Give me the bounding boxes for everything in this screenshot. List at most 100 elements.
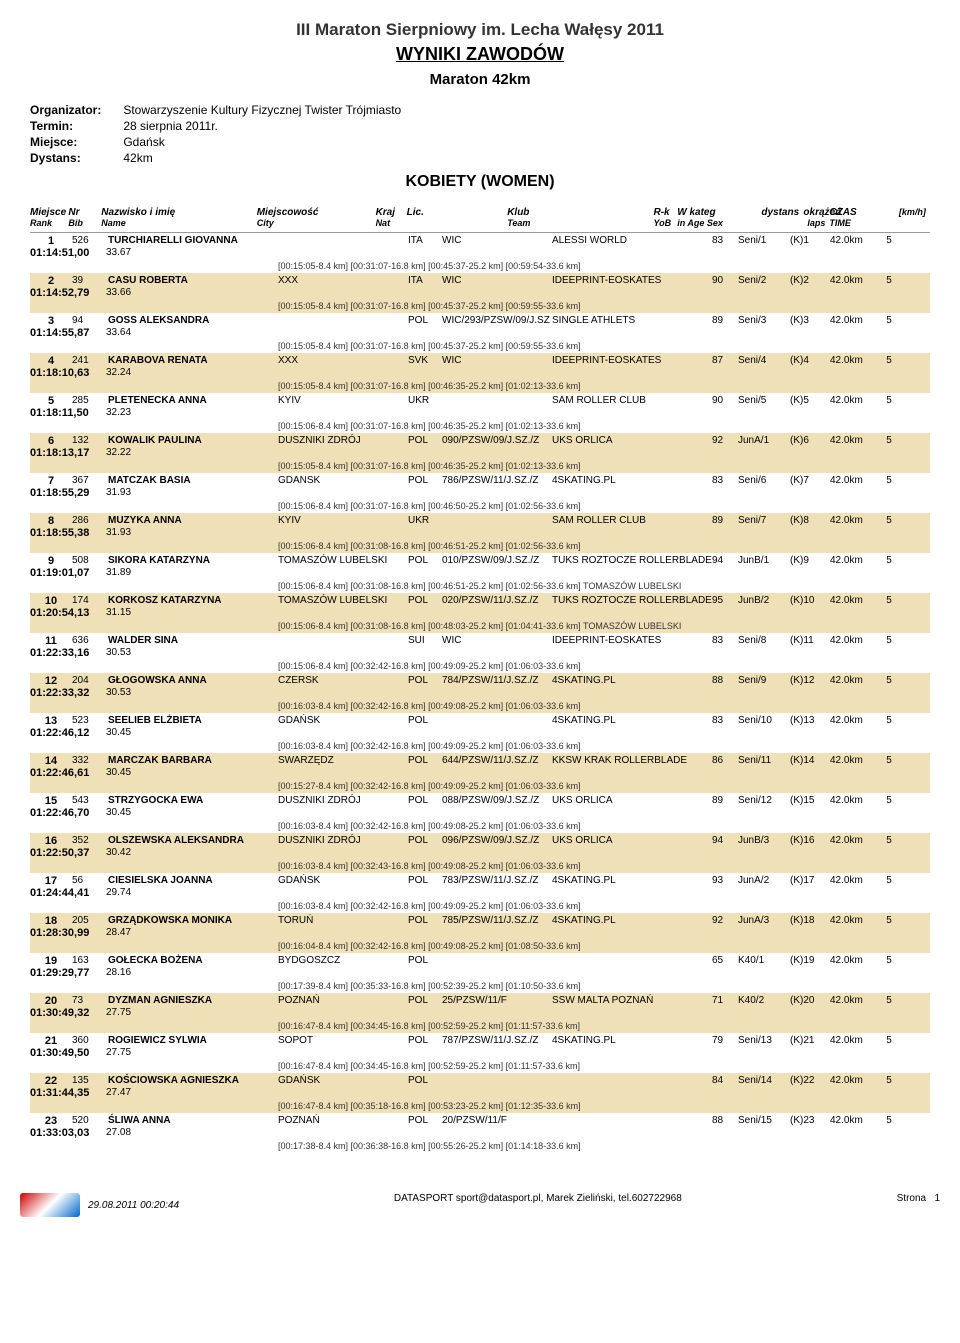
table-body: 1526TURCHIARELLI GIOVANNAITAWICALESSI WO… (30, 233, 930, 1153)
cell-lic (442, 955, 552, 967)
cell-time: 01:14:51,00 (30, 247, 106, 259)
section-title: KOBIETY (WOMEN) (30, 173, 930, 191)
cell-yob: 86 (712, 755, 738, 767)
cell-bib: 520 (72, 1115, 108, 1127)
cell-bib: 56 (72, 875, 108, 887)
cell-yob: 88 (712, 1115, 738, 1127)
cell-rank: 4 (30, 355, 72, 367)
results-table: Miejsce Rank Nr Bib Nazwisko i imię Name… (30, 203, 930, 1153)
table-row: 13523SEELIEB ELŻBIETAGDAŃSKPOL4SKATING.P… (30, 713, 930, 753)
cell-catrank: (K)13 (790, 715, 830, 727)
cell-dist: 42.0km (830, 235, 876, 247)
cell-lic: WIC (442, 235, 552, 247)
cell-lic: WIC (442, 355, 552, 367)
cell-laps: 5 (876, 875, 902, 887)
cell-nat: ITA (408, 235, 442, 247)
cell-cat: JunA/3 (738, 915, 790, 927)
cell-laps: 5 (876, 275, 902, 287)
cell-cat: Seni/6 (738, 475, 790, 487)
cell-yob: 92 (712, 435, 738, 447)
splits: [00:15:05-8.4 km] [00:31:07-16.8 km] [00… (30, 341, 930, 351)
cell-yob: 89 (712, 315, 738, 327)
cell-dist: 42.0km (830, 835, 876, 847)
cell-catrank: (K)9 (790, 555, 830, 567)
cell-yob: 88 (712, 675, 738, 687)
cell-dist: 42.0km (830, 1035, 876, 1047)
cell-lic: 644/PZSW/11/J.SZ./Z (442, 755, 552, 767)
cell-name: STRZYGOCKA EWA (108, 795, 278, 807)
cell-team: UKS ORLICA (552, 835, 712, 847)
table-row: 23520ŚLIWA ANNAPOZNAŃPOL20/PZSW/11/F88Se… (30, 1113, 930, 1153)
cell-speed: 27.47 (106, 1087, 140, 1099)
cell-time: 01:24:44,41 (30, 887, 106, 899)
cell-name: SEELIEB ELŻBIETA (108, 715, 278, 727)
cell-laps: 5 (876, 315, 902, 327)
cell-bib: 636 (72, 635, 108, 647)
page-header: III Maraton Sierpniowy im. Lecha Wałęsy … (30, 20, 930, 88)
splits: [00:15:05-8.4 km] [00:31:07-16.8 km] [00… (30, 461, 930, 471)
cell-dist: 42.0km (830, 955, 876, 967)
cell-rank: 23 (30, 1115, 72, 1127)
cell-time: 01:22:33,16 (30, 647, 106, 659)
cell-nat: POL (408, 715, 442, 727)
distance-value: 42km (123, 151, 152, 165)
cell-cat: Seni/12 (738, 795, 790, 807)
cell-yob: 83 (712, 635, 738, 647)
cell-dist: 42.0km (830, 515, 876, 527)
cell-laps: 5 (876, 755, 902, 767)
cell-rank: 22 (30, 1075, 72, 1087)
table-row: 9508SIKORA KATARZYNATOMASZÓW LUBELSKIPOL… (30, 553, 930, 593)
cell-lic (442, 395, 552, 407)
cell-speed: 31.89 (106, 567, 140, 579)
datasport-logo (20, 1193, 80, 1217)
cell-nat: POL (408, 595, 442, 607)
table-row: 15543STRZYGOCKA EWADUSZNIKI ZDRÓJPOL088/… (30, 793, 930, 833)
cell-catrank: (K)23 (790, 1115, 830, 1127)
cell-bib: 135 (72, 1075, 108, 1087)
cell-cat: Seni/2 (738, 275, 790, 287)
cell-speed: 32.22 (106, 447, 140, 459)
cell-speed: 31.93 (106, 487, 140, 499)
cell-bib: 526 (72, 235, 108, 247)
cell-lic: 010/PZSW/09/J.SZ./Z (442, 555, 552, 567)
cell-rank: 7 (30, 475, 72, 487)
cell-rank: 9 (30, 555, 72, 567)
cell-city: TORUŃ (278, 915, 408, 927)
cell-time: 01:22:33,32 (30, 687, 106, 699)
cell-dist: 42.0km (830, 275, 876, 287)
cell-lic (442, 515, 552, 527)
cell-time: 01:33:03,03 (30, 1127, 106, 1139)
page-footer: 29.08.2011 00:20:44 DATASPORT sport@data… (0, 1193, 960, 1217)
cell-speed: 30.45 (106, 767, 140, 779)
cell-city: TOMASZÓW LUBELSKI (278, 595, 408, 607)
col-nat: Kraj Nat (376, 207, 407, 228)
footer-center: DATASPORT sport@datasport.pl, Marek Ziel… (179, 1193, 897, 1217)
splits: [00:16:47-8.4 km] [00:34:45-16.8 km] [00… (30, 1061, 930, 1071)
cell-city: DUSZNIKI ZDRÓJ (278, 835, 408, 847)
cell-rank: 2 (30, 275, 72, 287)
cell-speed: 28.16 (106, 967, 140, 979)
cell-name: MARCZAK BARBARA (108, 755, 278, 767)
cell-bib: 367 (72, 475, 108, 487)
cell-nat: POL (408, 915, 442, 927)
splits: [00:15:05-8.4 km] [00:31:07-16.8 km] [00… (30, 381, 930, 391)
cell-team: IDEEPRINT-EOSKATES (552, 635, 712, 647)
meta-organizer: Organizator: Stowarzyszenie Kultury Fizy… (30, 103, 930, 117)
cell-name: KORKOSZ KATARZYNA (108, 595, 278, 607)
cell-cat: JunB/1 (738, 555, 790, 567)
cell-cat: Seni/7 (738, 515, 790, 527)
cell-cat: Seni/1 (738, 235, 790, 247)
table-row: 8286MUZYKA ANNAKYIVUKRSAM ROLLER CLUB89S… (30, 513, 930, 553)
table-row: 6132KOWALIK PAULINADUSZNIKI ZDRÓJPOL090/… (30, 433, 930, 473)
splits: [00:16:47-8.4 km] [00:35:18-16.8 km] [00… (30, 1101, 930, 1111)
cell-lic: 20/PZSW/11/F (442, 1115, 552, 1127)
cell-cat: Seni/13 (738, 1035, 790, 1047)
cell-name: OLSZEWSKA ALEKSANDRA (108, 835, 278, 847)
cell-team: SAM ROLLER CLUB (552, 515, 712, 527)
table-header: Miejsce Rank Nr Bib Nazwisko i imię Name… (30, 203, 930, 233)
col-rank: Miejsce Rank (30, 207, 68, 228)
cell-lic: 090/PZSW/09/J.SZ./Z (442, 435, 552, 447)
race-title: Maraton 42km (30, 71, 930, 88)
cell-laps: 5 (876, 715, 902, 727)
cell-laps: 5 (876, 355, 902, 367)
